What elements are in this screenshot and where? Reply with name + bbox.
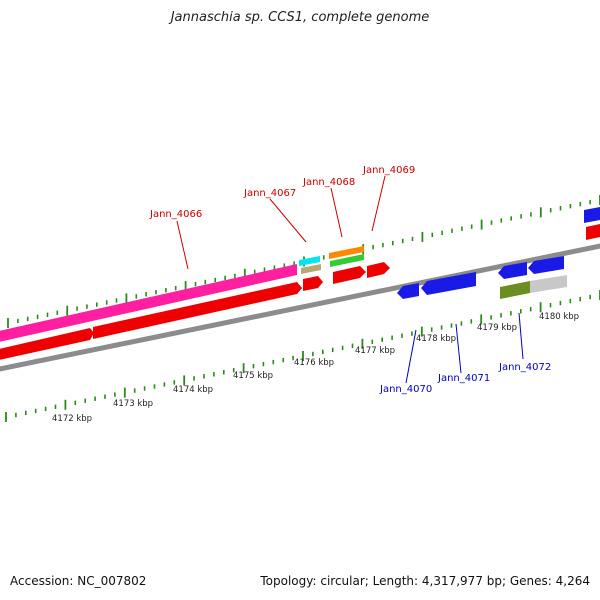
feature-jann-4070-a[interactable] <box>397 283 419 299</box>
scale-label-4179: 4179 kbp <box>477 323 517 333</box>
feature-jann-4072-b <box>530 275 567 293</box>
scale-label-4176: 4176 kbp <box>294 358 334 368</box>
accession-text: Accession: NC_007802 <box>10 574 147 588</box>
feature-jann-4067-b <box>301 264 321 274</box>
lower-scale-ticks <box>5 290 600 422</box>
map-title: Jannaschia sp. CCS1, complete genome <box>170 10 430 25</box>
leader-jann-4068 <box>330 187 343 238</box>
scale-label-4174: 4174 kbp <box>173 385 213 395</box>
label-jann-4066[interactable]: Jann_4066 <box>149 209 202 220</box>
feature-jann-4071-a[interactable] <box>498 262 527 279</box>
feature-jann-4068-a <box>329 246 364 259</box>
scale-label-4178: 4178 kbp <box>416 334 456 344</box>
scale-label-4177: 4177 kbp <box>355 346 395 356</box>
leader-jann-4066 <box>176 220 189 270</box>
feature-jann-4067-cds[interactable] <box>303 276 323 291</box>
label-jann-4069[interactable]: Jann_4069 <box>362 165 415 176</box>
label-jann-4067[interactable]: Jann_4067 <box>243 188 296 199</box>
leader-jann-4067 <box>269 198 307 243</box>
feature-jann-4070-b[interactable] <box>421 272 476 295</box>
feature-jann-4071-b[interactable] <box>528 256 564 274</box>
feature-jann-4067-a <box>299 256 320 266</box>
feature-jann-4068-cds[interactable] <box>333 266 366 284</box>
feature-jann-4068-b <box>330 254 364 267</box>
feature-jann-4066-gene[interactable] <box>0 264 297 344</box>
genome-summary-text: Topology: circular; Length: 4,317,977 bp… <box>260 574 590 588</box>
scale-label-4173: 4173 kbp <box>113 399 153 409</box>
feature-far-right-blue <box>584 207 600 223</box>
label-jann-4070[interactable]: Jann_4070 <box>379 384 432 395</box>
scale-label-4175: 4175 kbp <box>233 371 273 381</box>
feature-far-right-red <box>586 224 600 240</box>
feature-jann-4066-cds-b[interactable] <box>93 282 302 339</box>
leader-jann-4071 <box>455 323 462 374</box>
scale-label-4172: 4172 kbp <box>52 414 92 424</box>
scale-label-4180: 4180 kbp <box>539 312 579 322</box>
feature-jann-4066-cds[interactable] <box>0 328 94 362</box>
leader-jann-4069 <box>371 175 386 232</box>
feature-jann-4072-a <box>500 281 530 299</box>
leader-jann-4070 <box>405 329 417 384</box>
feature-jann-4069-cds[interactable] <box>367 262 390 278</box>
label-jann-4071[interactable]: Jann_4071 <box>437 373 490 384</box>
label-jann-4068[interactable]: Jann_4068 <box>302 177 355 188</box>
label-jann-4072[interactable]: Jann_4072 <box>498 362 551 373</box>
upper-scale-ticks <box>7 195 600 328</box>
genome-backbone <box>0 243 600 372</box>
leader-jann-4072 <box>518 312 524 360</box>
